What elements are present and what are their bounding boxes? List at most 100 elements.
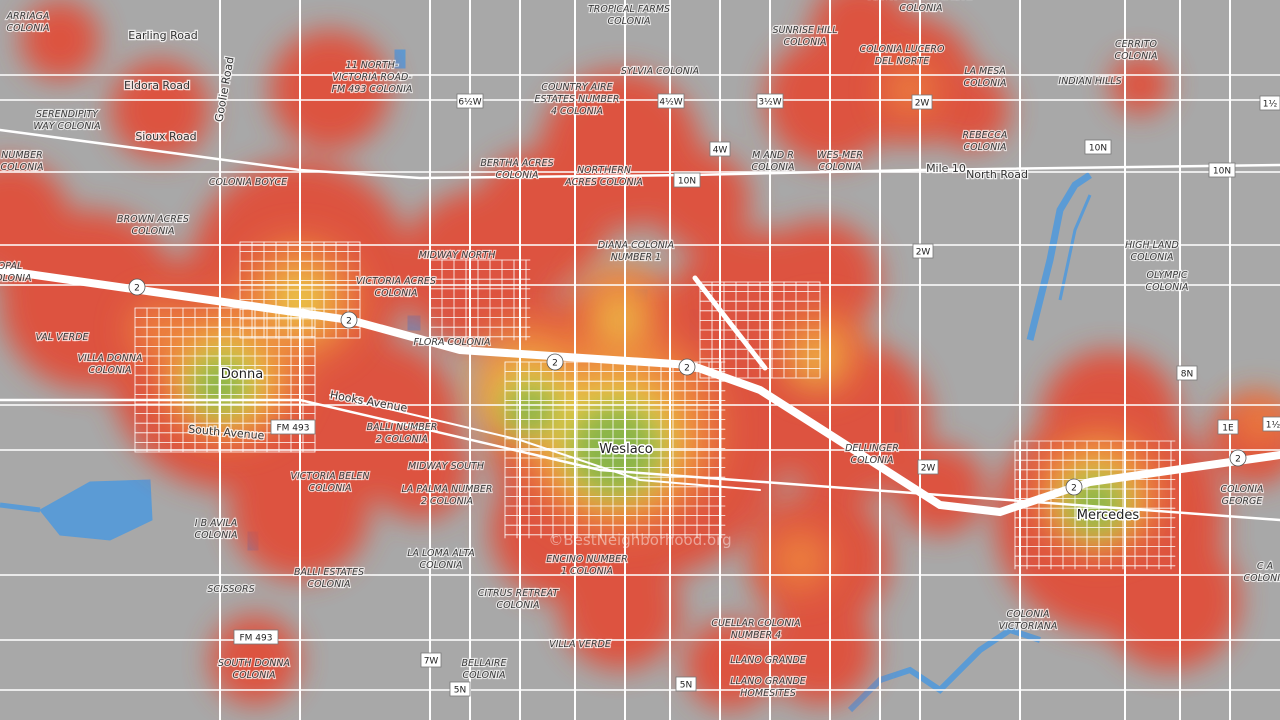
road-shield: 2 [546, 353, 564, 371]
colonia-label-line: DEL NORTE [875, 56, 930, 67]
colonia-label-line: HOMESITES [740, 688, 796, 699]
colonia-label: CERRITO COLONIA [1115, 39, 1158, 62]
city-label: Mercedes [1077, 508, 1140, 523]
colonia-label: ENCINO NUMBER 1 COLONIA [546, 554, 628, 577]
shield-text: FM 493 [277, 424, 310, 434]
colonia-label-line: VILLA VERDE [549, 639, 611, 650]
colonia-label-line: COUNTRY AIRE [541, 82, 612, 93]
colonia-label-line: COLONIA [375, 288, 418, 299]
colonia-label-line: LLANO GRANDE [730, 676, 806, 687]
shield-text: 5N [454, 686, 466, 696]
highway-ramp [692, 275, 768, 371]
colonia-label-line: COLONIA [195, 530, 238, 541]
road-shield: 10N [1084, 139, 1112, 155]
colonia-label: VICTORIA ACRES COLONIA [356, 276, 436, 299]
colonia-label-line: COLONIA LUCERO [860, 44, 945, 55]
shield-text: 5N [680, 681, 692, 691]
heat-zone [895, 445, 985, 535]
colonia-label-line: 2 COLONIA [421, 496, 473, 507]
colonia-label: VILLA VERDE [549, 639, 611, 650]
shield-text: 2 [346, 317, 352, 327]
colonia-label-line: COLONIA [309, 483, 352, 494]
road-shield: 2 [340, 311, 358, 329]
colonia-label-line: COLONIA [1, 162, 44, 173]
colonia-label: MIDWAY SOUTH [408, 461, 484, 472]
shield-bg [233, 629, 279, 645]
colonia-label-line: CUELLAR COLONIA [711, 618, 800, 629]
heat-zone [930, 70, 1010, 150]
road-shield: 2W [911, 94, 933, 110]
colonia-label-line: COLONIA BOYCE [209, 177, 287, 188]
colonia-label-line: COLONIA [1244, 573, 1280, 584]
heat-zone [685, 620, 775, 710]
colonia-label-line: LLANO GRANDE [730, 655, 806, 666]
colonia-label-line: GEORGE [1222, 496, 1263, 507]
colonia-label-line: NUMBER 4 [731, 630, 781, 641]
colonia-label-line: LA MESA [964, 66, 1006, 77]
colonia-label-line: WAY COLONIA [33, 121, 100, 132]
colonia-label: M AND R COLONIA [752, 150, 795, 173]
shield-bg [1084, 139, 1112, 155]
heat-zone [797, 342, 833, 378]
heat-zone [760, 220, 880, 340]
colonia-label-line: COLONIA [420, 560, 463, 571]
shield-text: 1E [1222, 424, 1234, 434]
colonia-label-line: OPAL [0, 261, 22, 272]
heat-zone [0, 160, 70, 280]
colonia-label-line: VICTORIA BELEN [290, 471, 369, 482]
colonia-label-line: ARRIAGA [6, 11, 50, 22]
shield-bg [675, 676, 697, 692]
colonia-label: NUMBER COLONIA [1, 150, 44, 173]
colonia-label-line: COLONIA [89, 365, 132, 376]
colonia-label: BELLAIRE COLONIA [461, 658, 506, 681]
shield-text: 2 [134, 284, 140, 294]
shield-bg [128, 278, 146, 296]
colonia-label: OLYMPIC COLONIA [1146, 270, 1189, 293]
colonia-label-line: COLONIA [496, 170, 539, 181]
colonia-label-line: MAGNOLIA NUMBER 1 [869, 0, 974, 2]
road-shield: FM 493 [270, 419, 316, 435]
colonia-label: VICTORIA BELEN COLONIA [290, 471, 369, 494]
colonia-label-line: ENCINO NUMBER [546, 554, 628, 565]
shield-bg [270, 419, 316, 435]
colonia-label: SERENDIPITY WAY COLONIA [33, 109, 100, 132]
shield-text: FM 493 [240, 634, 273, 644]
shield-text: 1½ [1263, 100, 1278, 110]
colonia-label-line: WES-MER [817, 150, 863, 161]
heat-zone [20, 0, 100, 80]
shield-bg [678, 358, 696, 376]
colonia-label-line: VICTORIANA [999, 621, 1058, 632]
colonia-label-line: M AND R [752, 150, 794, 161]
road-label: North Road [966, 168, 1028, 181]
colonia-label-line: ESTATES NUMBER [534, 94, 619, 105]
shield-bg [1217, 419, 1239, 435]
colonia-label: COUNTRY AIRE ESTATES NUMBER 4 COLONIA [534, 82, 619, 117]
colonia-label-line: 1 COLONIA [561, 566, 613, 577]
colonia-label-line: COLONIA [7, 23, 50, 34]
shield-bg [911, 94, 933, 110]
colonia-label-line: COLONIA [964, 78, 1007, 89]
colonia-label-line: HIGH LAND [1125, 240, 1179, 251]
colonia-label: LA MESA COLONIA [964, 66, 1007, 89]
road [0, 398, 1280, 522]
shield-text: 2 [1071, 484, 1077, 494]
colonia-label-line: COLONIA [1007, 609, 1050, 620]
colonia-label-line: TROPICAL FARMS [588, 4, 670, 15]
shield-bg [657, 93, 685, 109]
colonia-label-line: BALLI NUMBER [367, 422, 438, 433]
heat-zone [1235, 395, 1280, 445]
colonia-label: LLANO GRANDE HOMESITES [730, 676, 806, 699]
colonia-label-line: MIDWAY SOUTH [408, 461, 484, 472]
road-shield: 1½ [1259, 95, 1280, 111]
colonia-label-line: COLONIA [1115, 51, 1158, 62]
colonia-label-line: COLONIA [1146, 282, 1189, 293]
colonia-label-line: BALLI ESTATES [294, 567, 364, 578]
highway [0, 266, 1280, 517]
road-shield: 2W [912, 243, 934, 259]
colonia-label: REBECCA COLONIA [963, 130, 1008, 153]
road-shield: 2 [1229, 449, 1247, 467]
colonia-label: COLONIA BOYCE [209, 177, 287, 188]
